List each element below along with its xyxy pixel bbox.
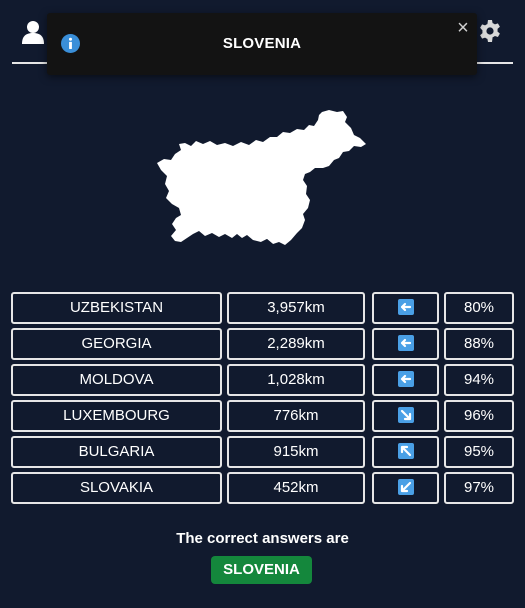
guess-distance: 452km bbox=[227, 472, 365, 504]
guess-direction bbox=[372, 400, 439, 432]
guess-proximity: 97% bbox=[444, 472, 514, 504]
direction-arrow-icon bbox=[397, 370, 414, 387]
info-icon bbox=[61, 34, 80, 53]
guess-distance: 2,289km bbox=[227, 328, 365, 360]
guess-country: GEORGIA bbox=[11, 328, 222, 360]
guess-country: SLOVAKIA bbox=[11, 472, 222, 504]
notification-toast: SLOVENIA × bbox=[47, 13, 477, 75]
guess-direction bbox=[372, 328, 439, 360]
guess-distance: 776km bbox=[227, 400, 365, 432]
gear-icon[interactable] bbox=[478, 19, 502, 43]
answer-label: The correct answers are bbox=[176, 530, 349, 547]
user-icon[interactable] bbox=[22, 20, 44, 44]
guess-direction bbox=[372, 436, 439, 468]
guess-row: BULGARIA 915km 95% bbox=[11, 436, 514, 468]
direction-arrow-icon bbox=[397, 298, 414, 315]
country-silhouette bbox=[157, 110, 366, 246]
direction-arrow-icon bbox=[397, 442, 414, 459]
guess-direction bbox=[372, 364, 439, 396]
guess-country: UZBEKISTAN bbox=[11, 292, 222, 324]
close-icon[interactable]: × bbox=[457, 17, 469, 39]
guess-proximity: 96% bbox=[444, 400, 514, 432]
guess-row: SLOVAKIA 452km 97% bbox=[11, 472, 514, 504]
guess-row: UZBEKISTAN 3,957km 80% bbox=[11, 292, 514, 324]
toast-title: SLOVENIA bbox=[222, 35, 302, 52]
correct-answer-badge: SLOVENIA bbox=[211, 556, 312, 584]
guess-country: MOLDOVA bbox=[11, 364, 222, 396]
guess-proximity: 80% bbox=[444, 292, 514, 324]
guess-proximity: 95% bbox=[444, 436, 514, 468]
guess-country: BULGARIA bbox=[11, 436, 222, 468]
guess-row: LUXEMBOURG 776km 96% bbox=[11, 400, 514, 432]
guess-row: MOLDOVA 1,028km 94% bbox=[11, 364, 514, 396]
guess-list: UZBEKISTAN 3,957km 80% GEORGIA 2,289km 88% MOL… bbox=[11, 292, 514, 508]
guess-country: LUXEMBOURG bbox=[11, 400, 222, 432]
guess-direction bbox=[372, 292, 439, 324]
direction-arrow-icon bbox=[397, 406, 414, 423]
guess-proximity: 88% bbox=[444, 328, 514, 360]
guess-direction bbox=[372, 472, 439, 504]
guess-distance: 915km bbox=[227, 436, 365, 468]
direction-arrow-icon bbox=[397, 334, 414, 351]
guess-proximity: 94% bbox=[444, 364, 514, 396]
guess-distance: 1,028km bbox=[227, 364, 365, 396]
direction-arrow-icon bbox=[397, 478, 414, 495]
guess-row: GEORGIA 2,289km 88% bbox=[11, 328, 514, 360]
guess-distance: 3,957km bbox=[227, 292, 365, 324]
